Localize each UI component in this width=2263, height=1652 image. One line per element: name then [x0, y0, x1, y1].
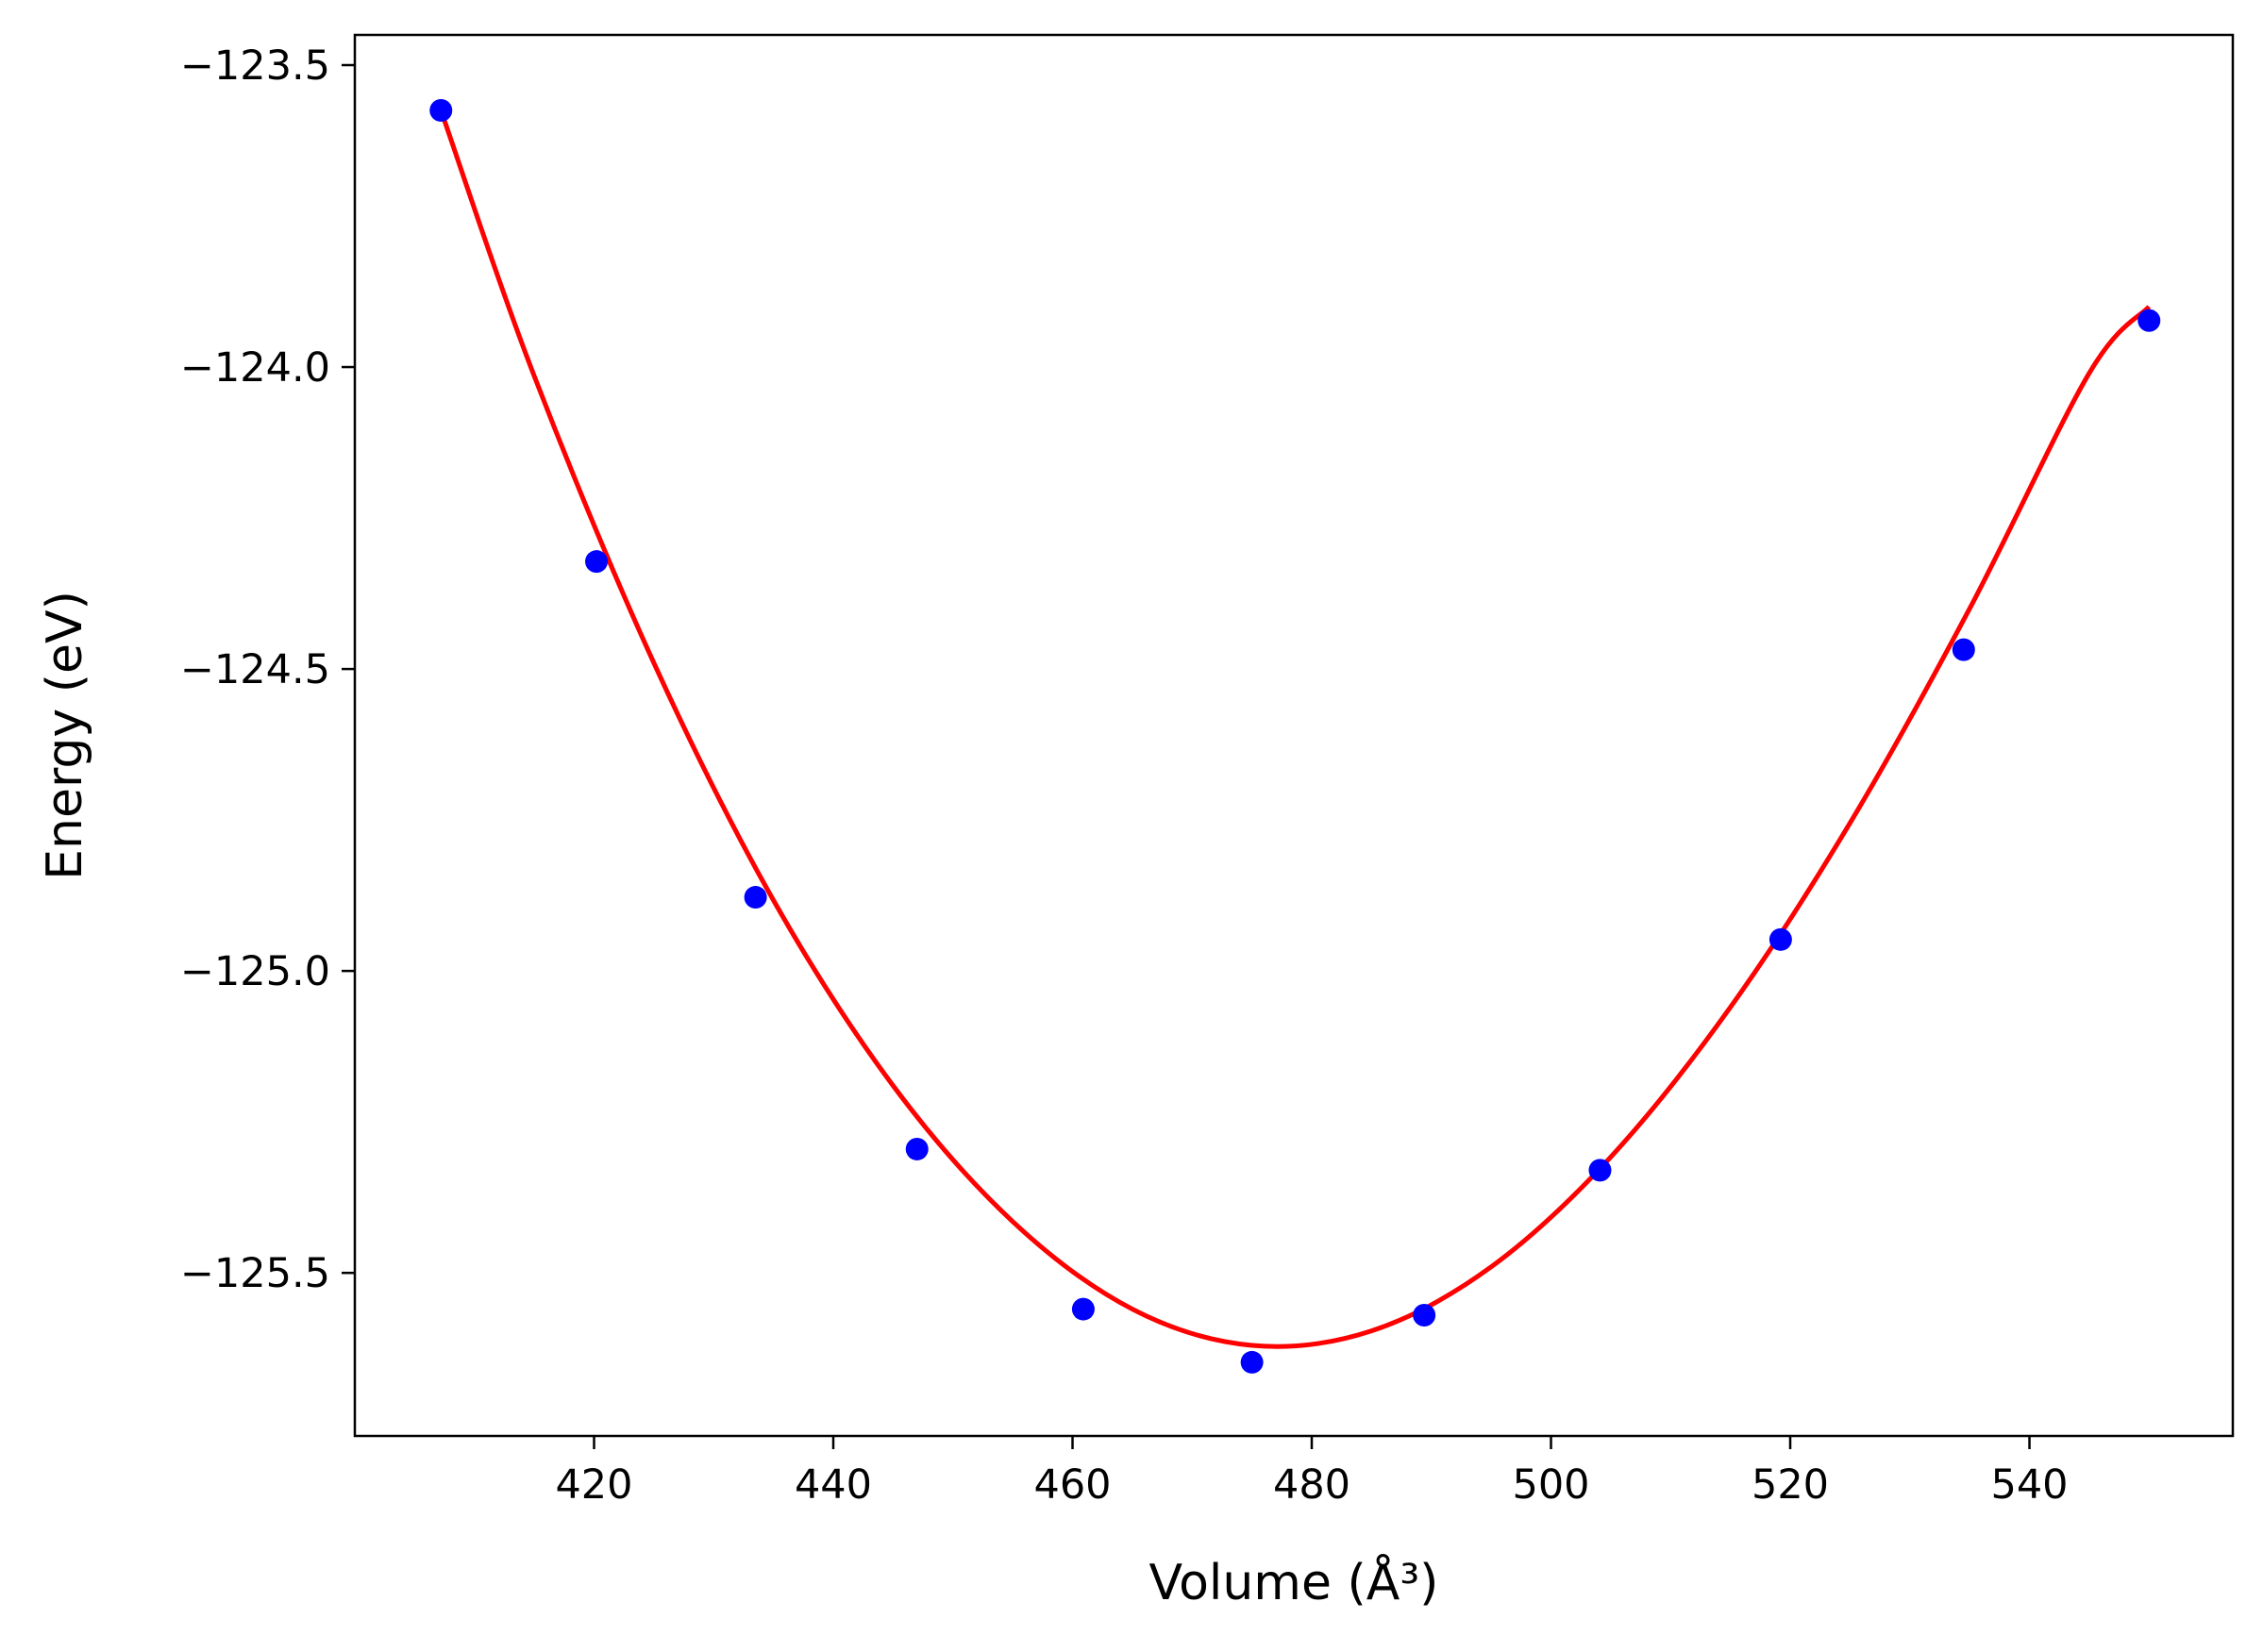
- series-layer: [429, 99, 2161, 1374]
- data-point: [1588, 1159, 1612, 1182]
- data-point: [1413, 1303, 1436, 1327]
- y-axis-label: Energy (eV): [37, 591, 93, 880]
- y-axis-ticks: −123.5 −124.0 −124.5 −125.0 −125.5: [180, 42, 355, 1297]
- x-tick-label: 520: [1752, 1461, 1829, 1509]
- x-tick-label: 420: [555, 1461, 632, 1509]
- y-tick-label: −125.0: [180, 948, 330, 995]
- data-point: [1071, 1297, 1095, 1321]
- x-tick-label: 500: [1512, 1461, 1589, 1509]
- x-tick-label: 440: [795, 1461, 872, 1509]
- y-tick-label: −123.5: [180, 42, 330, 90]
- y-tick-label: −125.5: [180, 1250, 330, 1297]
- data-point: [1952, 638, 1975, 661]
- data-point: [429, 99, 453, 123]
- data-point: [905, 1137, 929, 1160]
- x-axis-ticks: 420 440 460 480 500 520 540: [555, 1436, 2069, 1509]
- y-tick-label: −124.0: [180, 344, 330, 392]
- data-point: [1768, 927, 1792, 951]
- y-tick-label: −124.5: [180, 646, 330, 693]
- data-point: [585, 550, 609, 574]
- x-axis-label: Volume (Å³): [1149, 1553, 1439, 1611]
- data-point: [1240, 1350, 1264, 1374]
- data-point: [744, 886, 767, 909]
- plot-frame: [353, 33, 2235, 1438]
- x-tick-label: 540: [1990, 1461, 2068, 1509]
- fit-curve: [438, 109, 2152, 1349]
- x-tick-label: 460: [1033, 1461, 1111, 1509]
- x-tick-label: 480: [1273, 1461, 1350, 1509]
- data-point: [2137, 309, 2161, 332]
